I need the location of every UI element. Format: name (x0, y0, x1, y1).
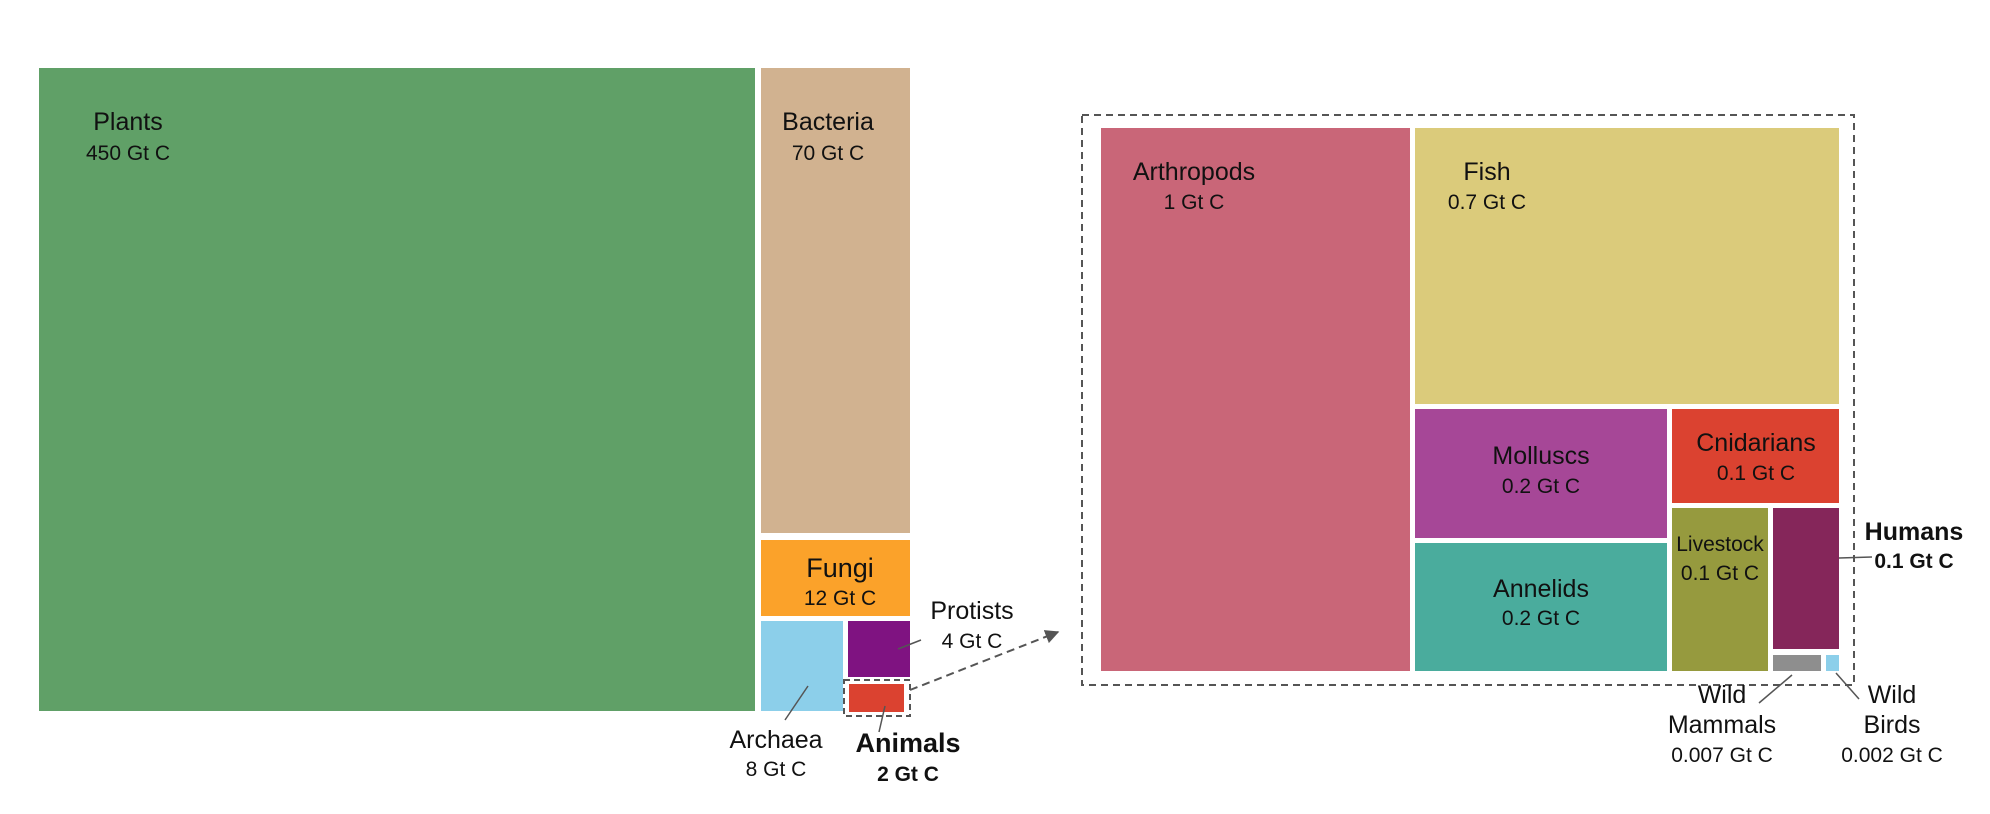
livestock-value: 0.1 Gt C (1681, 562, 1759, 585)
plants-label: Plants (93, 108, 162, 136)
fish-label: Fish (1463, 158, 1510, 186)
protists-value: 4 Gt C (942, 630, 1003, 653)
cnidarians-tile (1672, 409, 1839, 503)
plants-tile (39, 68, 755, 711)
molluscs-label: Molluscs (1492, 442, 1589, 470)
protists-label: Protists (930, 597, 1013, 625)
animals-zoom-frame (1081, 114, 1855, 686)
annelids-label: Annelids (1493, 575, 1589, 603)
fish-tile (1415, 128, 1839, 404)
animals-label: Animals (855, 728, 960, 758)
fungi-value: 12 Gt C (804, 587, 876, 610)
animals-value: 2 Gt C (877, 763, 939, 786)
wild-mammals-label: Wild Mammals (1668, 681, 1776, 739)
fungi-tile (761, 540, 910, 616)
archaea-value: 8 Gt C (746, 758, 807, 781)
bacteria-value: 70 Gt C (792, 142, 864, 165)
archaea-tile (761, 621, 843, 711)
wild-birds-leader-line (1835, 672, 1860, 700)
humans-label: Humans (1865, 518, 1964, 546)
livestock-tile (1672, 508, 1768, 671)
molluscs-tile (1415, 409, 1667, 538)
arthropods-value: 1 Gt C (1164, 191, 1225, 214)
annelids-value: 0.2 Gt C (1502, 607, 1580, 630)
cnidarians-label: Cnidarians (1696, 429, 1816, 457)
animals-leader-line (878, 705, 886, 733)
fungi-label: Fungi (806, 553, 874, 583)
molluscs-value: 0.2 Gt C (1502, 475, 1580, 498)
bacteria-tile (761, 68, 910, 533)
plants-value: 450 Gt C (86, 142, 170, 165)
wild-birds-tile (1826, 655, 1839, 671)
wild-birds-label: Wild Birds (1864, 681, 1921, 739)
bacteria-label: Bacteria (782, 108, 874, 136)
humans-value: 0.1 Gt C (1874, 550, 1953, 573)
livestock-label: Livestock (1676, 533, 1764, 556)
arthropods-label: Arthropods (1133, 158, 1255, 186)
animals-tile (849, 684, 904, 712)
annelids-tile (1415, 543, 1667, 671)
protists-tile (848, 621, 910, 677)
wild-mammals-tile (1773, 655, 1821, 671)
arthropods-tile (1101, 128, 1410, 671)
humans-tile (1773, 508, 1839, 649)
animals-dashed-box (843, 679, 911, 717)
cnidarians-value: 0.1 Gt C (1717, 462, 1795, 485)
fish-value: 0.7 Gt C (1448, 191, 1526, 214)
wild-birds-value: 0.002 Gt C (1841, 744, 1943, 767)
wild-mammals-leader-line (1758, 674, 1793, 704)
protists-leader-line (897, 639, 922, 650)
archaea-label: Archaea (729, 726, 822, 754)
humans-leader-line (1838, 556, 1873, 559)
zoom-arrow (909, 630, 1060, 691)
wild-mammals-value: 0.007 Gt C (1671, 744, 1773, 767)
archaea-leader-line (784, 685, 809, 721)
